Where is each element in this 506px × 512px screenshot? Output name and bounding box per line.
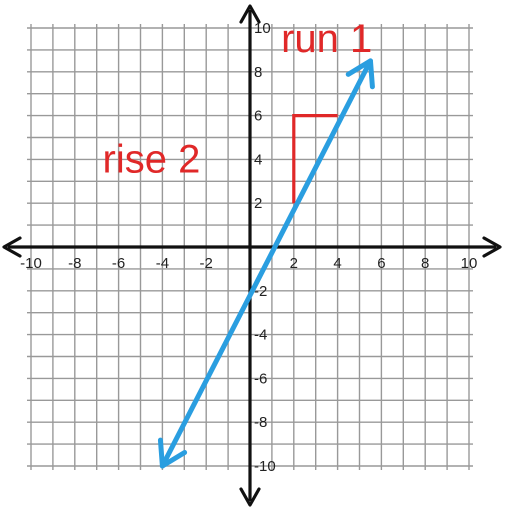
y-axis-arrow-bottom bbox=[239, 487, 261, 507]
x-axis-arrow-right bbox=[482, 236, 502, 258]
x-tick-label: -6 bbox=[112, 255, 125, 272]
x-tick-label: 8 bbox=[421, 255, 429, 272]
y-tick-label: -2 bbox=[254, 283, 267, 300]
series-line bbox=[159, 58, 373, 469]
axes bbox=[2, 4, 502, 507]
x-tick-label: 4 bbox=[333, 255, 341, 272]
x-tick-label: -10 bbox=[20, 255, 42, 272]
y-tick-label: -6 bbox=[254, 370, 267, 387]
y-tick-label: -10 bbox=[254, 458, 276, 475]
annotations: run 1 rise 2 bbox=[103, 17, 373, 181]
y-tick-label: 10 bbox=[254, 20, 271, 37]
y-tick-label: 6 bbox=[254, 108, 262, 125]
y-axis-arrow-top bbox=[239, 4, 261, 24]
series bbox=[157, 58, 375, 469]
x-tick-label: -4 bbox=[156, 255, 169, 272]
slope-triangle-lines bbox=[292, 113, 338, 204]
x-tick-label: 2 bbox=[290, 255, 298, 272]
y-tick-label: 2 bbox=[254, 195, 262, 212]
series-arrowhead-end bbox=[345, 58, 375, 90]
run-annotation: run 1 bbox=[281, 17, 372, 61]
tick-labels: -10 -8 -6 -4 -2 2 4 6 8 10 10 8 6 4 2 -2 -4 -6 -8 -10 bbox=[20, 20, 477, 475]
x-tick-label: 10 bbox=[461, 255, 478, 272]
y-tick-label: 4 bbox=[254, 151, 262, 168]
slope-triangle bbox=[292, 113, 338, 204]
y-tick-label: -4 bbox=[254, 327, 267, 344]
x-axis-arrow-left bbox=[2, 236, 22, 258]
rise-annotation: rise 2 bbox=[103, 138, 201, 182]
x-tick-label: -2 bbox=[200, 255, 213, 272]
y-tick-label: -8 bbox=[254, 414, 267, 431]
x-tick-label: -8 bbox=[68, 255, 81, 272]
series-arrowhead-start bbox=[157, 437, 188, 469]
x-tick-label: 6 bbox=[377, 255, 385, 272]
y-tick-label: 8 bbox=[254, 64, 262, 81]
